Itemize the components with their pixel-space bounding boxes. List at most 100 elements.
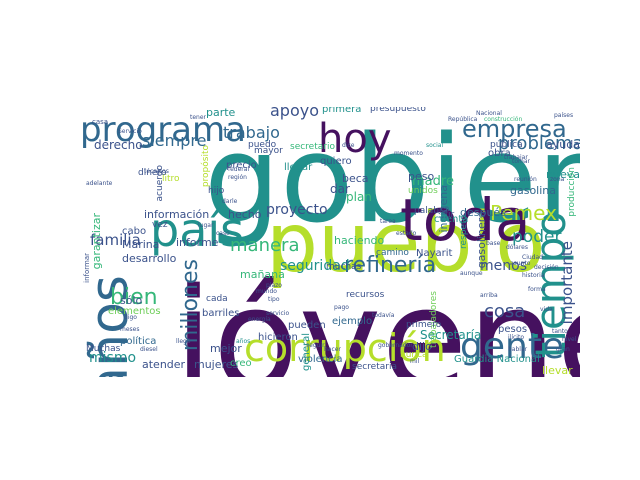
cloud-word: recursos [346, 290, 385, 300]
cloud-word: gobierno [204, 111, 580, 250]
cloud-word: tarea [380, 218, 396, 225]
cloud-word: vida [540, 306, 553, 313]
cloud-word: todavía [372, 312, 395, 319]
cloud-word: siempre [142, 131, 207, 150]
cloud-word: primera [322, 107, 362, 115]
cloud-word: pueden [288, 320, 326, 331]
cloud-word: bien [110, 285, 158, 310]
cloud-word: gente [460, 326, 565, 367]
cloud-word: país [150, 203, 245, 257]
cloud-word: proyecto [266, 202, 328, 218]
cloud-word: violencia [298, 354, 343, 365]
cloud-word: toda [400, 186, 531, 254]
cloud-word: puedo [248, 140, 277, 150]
cloud-word: producción [567, 167, 577, 217]
cloud-word: hablar [508, 346, 528, 353]
cloud-word: corrupción [244, 326, 446, 370]
cloud-word: Nacional [476, 110, 502, 117]
cloud-word: adelante [86, 180, 113, 187]
cloud-word: Servicio [118, 128, 142, 135]
cloud-word: mismo [89, 350, 137, 366]
cloud-word: República [448, 116, 478, 123]
cloud-word: parte [206, 107, 236, 119]
cloud-word: menos [480, 258, 527, 274]
cloud-word: gobernador [378, 342, 413, 349]
cloud-word: Nayarit [416, 248, 453, 259]
cloud-word: arriba [480, 292, 498, 299]
cloud-word: refinería [344, 253, 437, 278]
cloud-word: derecho [94, 138, 143, 152]
cloud-word: dólares [506, 244, 528, 251]
cloud-word: apoyo [270, 107, 320, 120]
cloud-word: jóvenes [174, 259, 580, 378]
cloud-word: Ciudad [522, 254, 543, 261]
cloud-word: manera [230, 235, 300, 256]
cloud-word: atender [142, 358, 186, 371]
cloud-word: Marina [122, 238, 160, 251]
cloud-word: haciendo [334, 234, 385, 247]
cloud-word: región [228, 174, 247, 181]
cloud-word: países [554, 112, 574, 119]
cloud-word: estado [396, 230, 417, 237]
cloud-word: historia [522, 272, 545, 279]
cloud-word: hicieron [258, 332, 298, 343]
cloud-word: general [301, 333, 312, 372]
cloud-word: técnicos [144, 168, 169, 175]
cloud-word: ir [448, 210, 455, 220]
cloud-word: desarrollo [122, 252, 177, 265]
word-cloud: gobiernojóvenespueblotoda país añoscorrupc… [80, 107, 580, 377]
cloud-word: mañana [240, 268, 285, 281]
cloud-word: mayor [254, 146, 283, 156]
cloud-word: barriles [202, 308, 240, 319]
cloud-word: social [426, 142, 444, 149]
cloud-word: momento [394, 150, 423, 157]
cloud-word: muchas [326, 262, 362, 272]
cloud-word: unidos [408, 186, 438, 196]
cloud-word: tanto [552, 328, 568, 335]
cloud-word: informar [83, 253, 91, 283]
cloud-word: ayudar [546, 138, 580, 151]
cloud-word: mil [410, 358, 420, 365]
cloud-word: lugar [198, 222, 214, 229]
cloud-word: pueblo [266, 196, 546, 291]
cloud-word: llegó [176, 338, 191, 345]
cloud-word: ilícito [508, 334, 524, 341]
cloud-word: dar [330, 182, 350, 196]
cloud-word: tipo [268, 296, 280, 303]
cloud-word: caso [216, 230, 230, 237]
cloud-word: informe [176, 236, 219, 249]
cloud-word: base [486, 240, 501, 247]
cloud-word: elementos [108, 306, 161, 317]
cloud-word: secretario [290, 142, 335, 152]
cloud-word: trabajar [504, 154, 528, 161]
cloud-word: Secretaría [420, 328, 482, 342]
cloud-word: problema [498, 133, 580, 154]
cloud-word: servicio [266, 310, 290, 317]
cloud-word: trabajo [223, 123, 280, 142]
cloud-word: garantizar [90, 213, 103, 270]
cloud-word: casa [92, 118, 109, 126]
cloud-word: diesel [140, 346, 158, 353]
cloud-word: zona [550, 176, 565, 183]
cloud-word: forma [528, 286, 546, 293]
cloud-word: decisión [534, 264, 559, 271]
cloud-word: años [236, 338, 251, 345]
cloud-word: política [120, 336, 157, 347]
cloud-word: gasolina [510, 184, 557, 197]
cloud-word: quiero [320, 156, 352, 167]
cloud-word: madre [412, 174, 454, 189]
cloud-word: nivel [562, 336, 577, 343]
cloud-word: creo [230, 358, 252, 369]
cloud-word: hecho [228, 208, 262, 221]
cloud-word: federal [228, 166, 250, 173]
cloud-word: cosa [484, 301, 526, 322]
cloud-word: seguir [306, 342, 325, 349]
cloud-word: hijo [208, 186, 225, 196]
cloud-word: ejemplo [332, 316, 373, 327]
cloud-word: respeto [459, 215, 469, 250]
cloud-word: gran [556, 346, 570, 353]
cloud-word: vez [152, 220, 168, 230]
cloud-word: presupuesto [370, 107, 426, 114]
cloud-word: tener [190, 114, 207, 121]
cloud-word: palabra [414, 206, 449, 216]
